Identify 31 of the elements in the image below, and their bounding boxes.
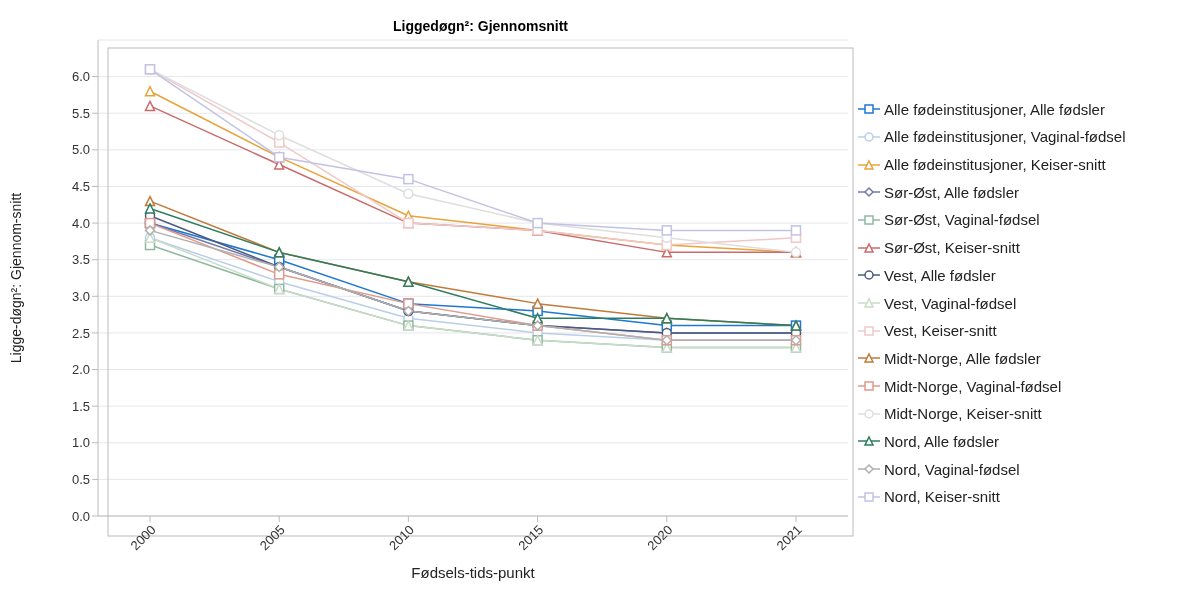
legend-label: Sør-Øst, Vaginal-fødsel [884, 211, 1040, 229]
legend-label: Midt-Norge, Alle fødsler [884, 349, 1041, 367]
legend-label: Vest, Keiser-snitt [884, 322, 997, 340]
legend-label: Nord, Vaginal-fødsel [884, 460, 1020, 478]
y-tick-label: 2.0 [71, 362, 90, 378]
legend-label: Midt-Norge, Vaginal-fødsel [884, 377, 1062, 395]
legend-label: Sør-Øst, Alle fødsler [884, 183, 1020, 201]
legend-label: Vest, Vaginal-fødsel [884, 294, 1017, 312]
y-tick-label: 1.0 [71, 435, 90, 451]
y-tick-label: 0.5 [71, 472, 90, 487]
y-tick-label: 3.0 [71, 288, 90, 304]
legend-label: Alle fødeinstitusjoner, Alle fødsler [884, 100, 1105, 118]
y-tick-label: 3.5 [71, 252, 90, 268]
legend-label: Nord, Alle fødsler [884, 432, 1000, 450]
legend-label: Alle fødeinstitusjoner, Keiser-snitt [884, 156, 1106, 174]
y-tick-label: 4.0 [71, 215, 90, 231]
y-tick-label: 1.5 [71, 398, 90, 414]
y-axis-title: Ligge-døgn²: Gjennom-snitt [7, 192, 24, 364]
legend-label: Vest, Alle fødsler [884, 266, 996, 284]
y-tick-label: 0.0 [71, 508, 90, 524]
y-tick-label: 6.0 [71, 69, 90, 85]
legend-label: Nord, Keiser-snitt [884, 488, 1000, 506]
legend-label: Alle fødeinstitusjoner, Vaginal-fødsel [884, 128, 1126, 146]
legend-label: Midt-Norge, Keiser-snitt [884, 405, 1042, 423]
chart-title: Liggedøgn²: Gjennomsnitt [392, 18, 569, 34]
y-tick-label: 5.0 [71, 142, 90, 158]
y-tick-label: 4.5 [71, 179, 90, 195]
y-tick-label: 5.5 [71, 105, 90, 121]
legend-label: Sør-Øst, Keiser-snitt [884, 239, 1020, 257]
y-tick-label: 2.5 [71, 325, 90, 341]
x-axis-title: Fødsels-tids-punkt [411, 564, 536, 581]
